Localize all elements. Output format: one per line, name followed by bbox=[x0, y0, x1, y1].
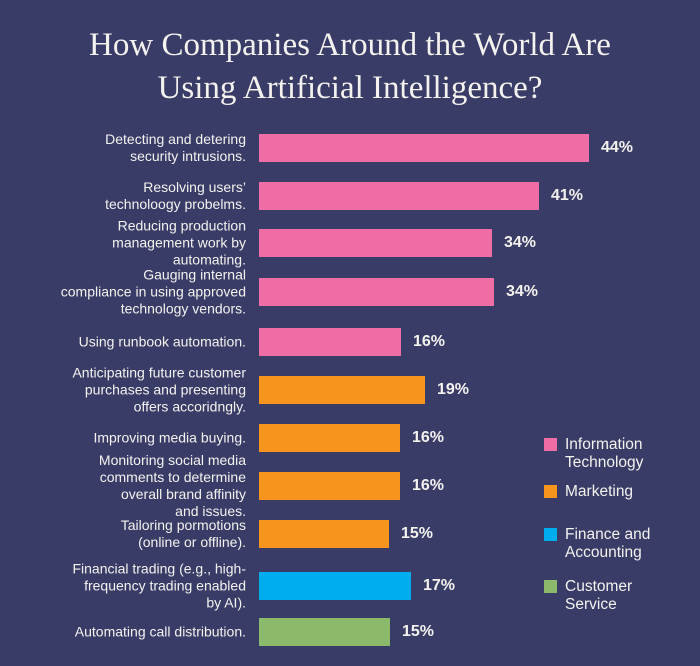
bar bbox=[259, 520, 389, 548]
bar-value-label: 34% bbox=[506, 283, 539, 300]
bar-value-label: 34% bbox=[504, 234, 537, 251]
legend-item: Customer Service bbox=[544, 578, 632, 613]
chart-row: Reducing production management work by a… bbox=[0, 218, 700, 268]
legend-item-label: Customer Service bbox=[565, 578, 633, 613]
bar-value-label: 16% bbox=[413, 333, 446, 350]
bar-category-label: Monitoring social media comments to dete… bbox=[98, 452, 246, 519]
bar-value-label: 15% bbox=[402, 623, 435, 640]
bar bbox=[259, 278, 494, 306]
bar bbox=[259, 472, 400, 500]
bar-category-label: Using runbook automation. bbox=[78, 333, 246, 350]
legend-item-label: Finance and Accounting bbox=[565, 526, 651, 561]
bar bbox=[259, 424, 400, 452]
bar bbox=[259, 376, 425, 404]
title-area: How Companies Around the World Are Using… bbox=[0, 24, 700, 110]
bar bbox=[259, 182, 539, 210]
legend-color-swatch bbox=[544, 528, 557, 541]
chart-title: How Companies Around the World Are Using… bbox=[89, 27, 611, 106]
chart-row: Using runbook automation. 16% bbox=[0, 328, 700, 356]
legend-item: Information Technology bbox=[544, 436, 643, 471]
chart-row: Anticipating future customer purchases a… bbox=[0, 365, 700, 415]
legend-color-swatch bbox=[544, 580, 557, 593]
bar-category-label: Detecting and detering security intrusio… bbox=[105, 131, 246, 164]
bar-category-label: Automating call distribution. bbox=[74, 623, 246, 640]
bar bbox=[259, 134, 589, 162]
bar-category-label: Gauging internal compliance in using app… bbox=[60, 266, 246, 317]
legend-color-swatch bbox=[544, 438, 557, 451]
bar-value-label: 16% bbox=[412, 477, 445, 494]
bar-category-label: Anticipating future customer purchases a… bbox=[72, 364, 246, 415]
chart-row: Automating call distribution. 15% bbox=[0, 618, 700, 646]
bar-value-label: 17% bbox=[423, 577, 456, 594]
chart-row: Tailoring pormotions (online or offline)… bbox=[0, 517, 700, 550]
bar-value-label: 16% bbox=[412, 429, 445, 446]
bar-category-label: Reducing production management work by a… bbox=[112, 217, 246, 268]
bar-value-label: 15% bbox=[401, 525, 434, 542]
bar bbox=[259, 572, 411, 600]
chart-row: Detecting and detering security intrusio… bbox=[0, 131, 700, 164]
bar-category-label: Resolving users’ technoloogy probelms. bbox=[105, 179, 246, 212]
legend-item: Finance and Accounting bbox=[544, 526, 650, 561]
bar-value-label: 41% bbox=[551, 187, 584, 204]
bar-value-label: 44% bbox=[601, 139, 634, 156]
legend-item-label: Marketing bbox=[565, 483, 634, 500]
bar-value-label: 19% bbox=[437, 381, 470, 398]
bar bbox=[259, 618, 390, 646]
bar-category-label: Improving media buying. bbox=[93, 429, 246, 446]
bar bbox=[259, 229, 492, 257]
legend-color-swatch bbox=[544, 485, 557, 498]
chart-row: Financial trading (e.g., high- frequency… bbox=[0, 561, 700, 611]
legend-item: Marketing bbox=[544, 483, 633, 501]
legend-item-label: Information Technology bbox=[565, 436, 644, 471]
bar-category-label: Financial trading (e.g., high- frequency… bbox=[72, 560, 246, 611]
bar bbox=[259, 328, 401, 356]
chart-row: Monitoring social media comments to dete… bbox=[0, 452, 700, 519]
chart-row: Improving media buying. 16% bbox=[0, 424, 700, 452]
bar-category-label: Tailoring pormotions (online or offline)… bbox=[120, 517, 246, 550]
chart-row: Resolving users’ technoloogy probelms. 41… bbox=[0, 179, 700, 212]
chart-row: Gauging internal compliance in using app… bbox=[0, 267, 700, 317]
